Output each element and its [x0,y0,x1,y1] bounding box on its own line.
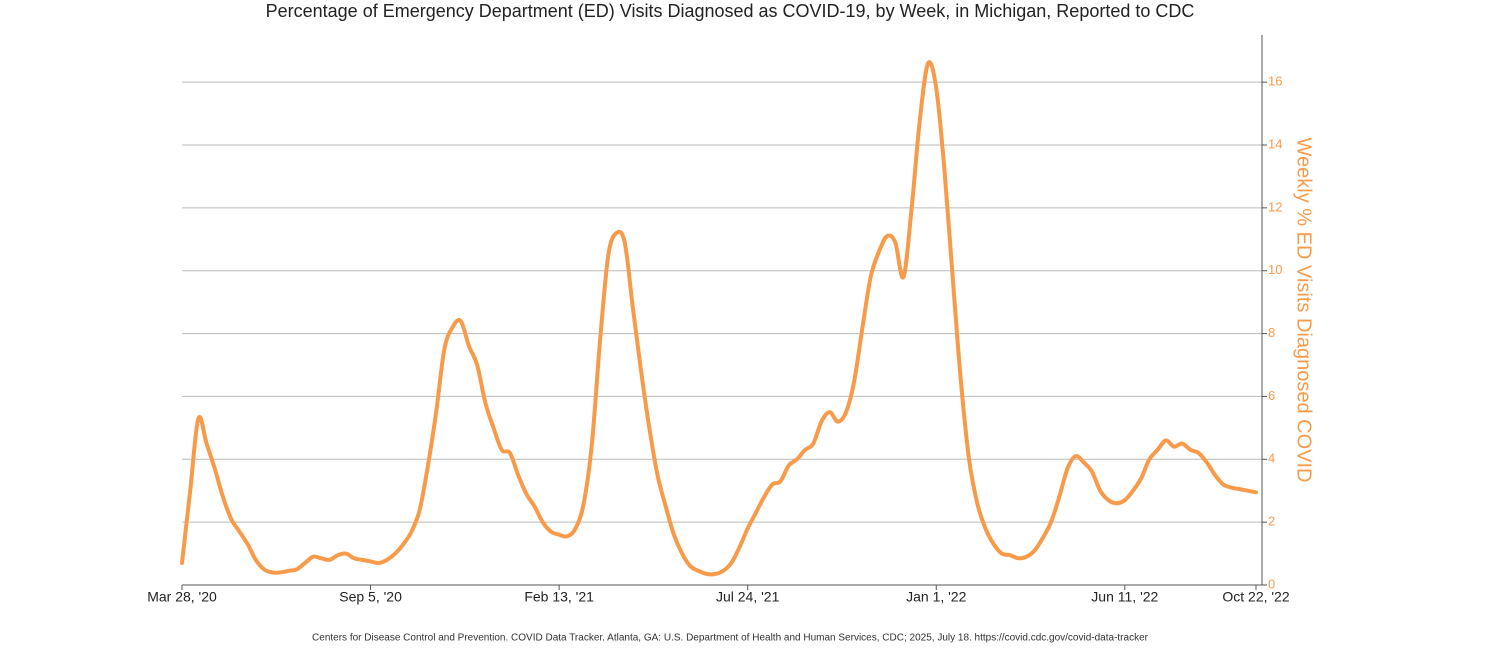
chart-title: Percentage of Emergency Department (ED) … [266,1,1195,21]
y-tick-label: 0 [1268,576,1275,591]
y-axis-label: Weekly % ED Visits Diagnosed COVID [1293,138,1315,483]
source-note: Centers for Disease Control and Preventi… [312,633,1149,644]
y-tick-label: 14 [1268,136,1282,151]
y-tick-label: 16 [1268,74,1282,89]
x-tick-label: Oct 22, '22 [1222,589,1289,605]
y-tick-label: 2 [1268,514,1275,529]
x-tick-label: Jan 1, '22 [906,589,966,605]
x-tick-label: Mar 28, '20 [147,589,217,605]
y-tick-label: 12 [1268,199,1282,214]
x-tick-label: Feb 13, '21 [524,589,594,605]
y-tick-label: 10 [1268,262,1282,277]
x-tick-label: Jul 24, '21 [716,589,780,605]
y-tick-label: 8 [1268,325,1275,340]
y-tick-label: 4 [1268,451,1275,466]
x-tick-label: Sep 5, '20 [339,589,402,605]
x-tick-label: Jun 11, '22 [1091,589,1158,605]
y-tick-label: 6 [1268,388,1275,403]
series-line [180,60,1258,577]
